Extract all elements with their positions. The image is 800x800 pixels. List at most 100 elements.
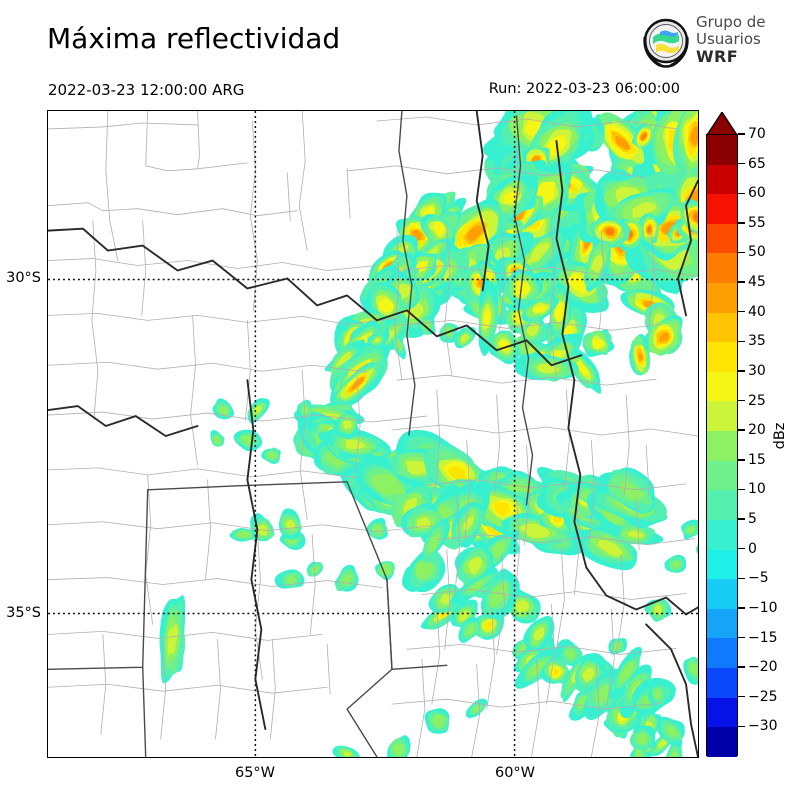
boundary-line — [588, 439, 595, 541]
yaxis-tick-label: 35°S — [6, 605, 41, 621]
boundary-line — [197, 111, 200, 170]
colorbar-tick — [738, 162, 745, 165]
boundary-line — [326, 643, 331, 695]
colorbar-segment — [707, 312, 737, 343]
boundary-line — [645, 623, 698, 757]
colorbar-unit-label: dBz — [772, 422, 788, 450]
colorbar-tick-label: 40 — [748, 303, 766, 320]
boundary-line — [346, 168, 351, 220]
reflectivity-contour — [371, 473, 408, 496]
boundary-line — [555, 139, 588, 569]
colorbar-tick — [738, 459, 745, 461]
yaxis-tick-label: 30°S — [6, 270, 41, 286]
reflectivity-contour — [504, 191, 518, 204]
boundary-line — [205, 479, 211, 580]
colorbar-tick — [738, 133, 745, 135]
reflectivity-contour — [343, 420, 352, 430]
boundary-line — [48, 227, 408, 322]
reflectivity-contour — [526, 322, 539, 337]
reflectivity-contour — [672, 561, 680, 568]
colorbar-segment — [707, 638, 737, 668]
boundary-line — [141, 220, 147, 316]
colorbar-tick — [738, 725, 745, 728]
valid-time-label: 2022-03-23 12:00:00 ARG — [48, 81, 245, 99]
reflectivity-contour — [447, 466, 469, 483]
reflectivity-contour — [485, 270, 494, 280]
boundary-line — [48, 122, 198, 130]
reflectivity-contour — [241, 435, 254, 445]
logo-text: Grupo de Usuarios WRF — [696, 14, 766, 66]
boundary-line — [496, 554, 505, 655]
boundary-line — [48, 683, 328, 694]
reflectivity-contour — [670, 751, 678, 757]
boundary-line — [396, 265, 698, 277]
boundary-line — [48, 405, 199, 437]
colorbar-segment — [707, 549, 737, 580]
colorbar-segment — [707, 608, 737, 639]
boundary-line — [299, 369, 308, 521]
boundary-line — [499, 230, 505, 331]
colorbar-tick-label: 70 — [748, 126, 766, 142]
reflectivity-contour — [696, 545, 698, 555]
boundary-line — [444, 225, 453, 376]
radar-reflectivity-map[interactable] — [47, 110, 699, 758]
colorbar-segment — [707, 519, 737, 550]
reflectivity-contour — [285, 519, 296, 529]
colorbar-tick-label: 5 — [748, 511, 757, 528]
colorbar-segment — [707, 371, 737, 402]
colorbar-tick-label: 0 — [748, 540, 757, 557]
colorbar-tick — [738, 488, 745, 491]
boundary-line — [48, 258, 378, 271]
boundary-line — [471, 663, 481, 757]
boundary-line — [431, 604, 441, 705]
reflectivity-contour — [532, 305, 546, 313]
colorbar-segment — [707, 223, 737, 254]
reflectivity-contour — [494, 501, 512, 516]
reflectivity-contour — [565, 649, 575, 659]
colorbar-tick — [738, 518, 745, 520]
boundary-line — [513, 115, 534, 506]
colorbar-tick — [738, 370, 745, 372]
colorbar-tick — [738, 399, 745, 402]
reflectivity-contour — [473, 705, 480, 713]
colorbar-tick — [738, 696, 745, 698]
colorbar-tick-label: −30 — [748, 718, 778, 735]
reflectivity-contour — [591, 254, 604, 273]
colorbar-segment — [707, 667, 737, 698]
boundary-line — [635, 499, 640, 551]
boundary-line — [91, 220, 99, 421]
colorbar-segment — [707, 697, 737, 728]
colorbar-tick-label: 10 — [748, 481, 766, 498]
colorbar-tick-label: 65 — [748, 155, 766, 172]
reflectivity-contour — [380, 563, 392, 575]
boundary-line — [105, 111, 119, 261]
boundary-line — [648, 225, 655, 326]
reflectivity-contour — [429, 531, 441, 553]
boundary-line — [677, 179, 698, 317]
lat-lon-gridlines — [48, 111, 698, 757]
logo-line-2: Usuarios — [696, 30, 761, 48]
boundary-line — [564, 389, 570, 491]
reflectivity-contour — [351, 375, 366, 390]
colorbar-segment — [707, 579, 737, 609]
reflectivity-contour — [627, 530, 644, 538]
colorbar-tick-label: 30 — [748, 362, 766, 379]
colorbar-tick — [738, 281, 745, 283]
boundary-line — [145, 474, 154, 625]
boundary-line — [48, 630, 323, 641]
boundary-line — [142, 666, 147, 757]
boundary-line — [590, 663, 600, 757]
reflectivity-contour — [377, 298, 394, 313]
reflectivity-contour — [647, 226, 652, 233]
reflectivity-contour — [612, 642, 621, 651]
colorbar: dBz 70 65 60 55 50 45 40 35 30 25 20 15 10 5 0 −5 −10 −15… — [706, 112, 798, 760]
boundary-line — [48, 411, 428, 423]
reflectivity-contour — [342, 574, 353, 585]
boundary-line — [454, 494, 461, 595]
colorbar-tick-label: 25 — [748, 392, 766, 409]
boundary-line — [524, 444, 530, 546]
reflectivity-contour — [484, 621, 492, 629]
reflectivity-contour — [466, 225, 484, 242]
boundary-line — [286, 172, 291, 222]
